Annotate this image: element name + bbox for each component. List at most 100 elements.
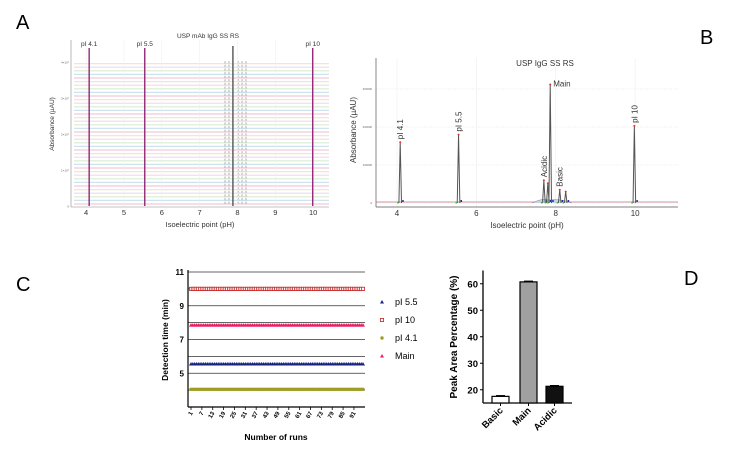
minor-peak xyxy=(240,186,244,190)
y-tick-label: 7 xyxy=(180,336,185,345)
minor-peak xyxy=(240,67,244,71)
minor-peak xyxy=(223,172,227,176)
legend-label: pI 10 xyxy=(395,315,415,325)
x-tick-label: 85 xyxy=(338,410,347,419)
minor-peak xyxy=(240,179,244,183)
minor-peak xyxy=(223,114,227,118)
panel-b-xlabel: Isoelectric point (pH) xyxy=(490,221,564,230)
minor-peak xyxy=(244,110,248,115)
minor-peak xyxy=(240,71,244,75)
minor-peak xyxy=(227,107,231,111)
minor-peak xyxy=(223,110,227,115)
y-tick-label: 30 xyxy=(467,359,478,370)
minor-peak xyxy=(244,150,248,154)
panel-label-b: B xyxy=(700,27,713,49)
minor-peak xyxy=(240,85,244,89)
peak-label: pI 4.1 xyxy=(396,119,405,140)
minor-peak xyxy=(223,146,227,151)
minor-peak xyxy=(240,139,244,143)
y-tick-label: 9 xyxy=(180,302,185,311)
minor-peak xyxy=(244,78,248,82)
peak-label: Main xyxy=(553,79,570,88)
data-point xyxy=(360,286,365,291)
peak-apex-marker xyxy=(549,83,552,86)
peak xyxy=(398,142,403,204)
minor-peak xyxy=(227,103,231,107)
minor-peak xyxy=(227,172,231,176)
minor-peak xyxy=(244,143,248,147)
minor-peak xyxy=(227,197,231,201)
minor-peak xyxy=(223,193,227,197)
panel-a-chart: USP mAb IgG SS RS Isoelectric point (pH)… xyxy=(49,33,329,229)
minor-peak xyxy=(223,132,227,136)
y-tick-label: 300000 xyxy=(363,87,373,91)
x-tick-label: Main xyxy=(511,405,534,428)
minor-peak xyxy=(244,128,248,133)
peak-label: pI 4.1 xyxy=(81,41,98,48)
panel-label-d: D xyxy=(684,268,698,290)
minor-peak xyxy=(223,190,227,194)
minor-peak xyxy=(227,85,231,89)
minor-peak xyxy=(227,136,231,140)
minor-peak xyxy=(227,154,231,158)
minor-peak xyxy=(244,197,248,201)
panel-c-ylabel: Detection time (min) xyxy=(160,299,170,381)
minor-peak xyxy=(240,168,244,172)
x-tick-label: 7 xyxy=(198,208,202,217)
minor-peak xyxy=(244,60,248,64)
x-tick-label: Acidic xyxy=(532,405,560,433)
peak-apex-marker xyxy=(546,182,549,185)
minor-peak xyxy=(227,200,231,205)
minor-peak xyxy=(223,118,227,122)
x-tick-label: 6 xyxy=(474,209,479,218)
minor-peak xyxy=(244,82,248,86)
peak xyxy=(456,134,461,204)
minor-peak xyxy=(244,125,248,129)
minor-peak xyxy=(223,164,227,169)
minor-peak xyxy=(223,107,227,111)
peak-start-marker xyxy=(540,202,543,204)
data-point xyxy=(361,323,365,327)
minor-peak xyxy=(223,200,227,205)
minor-peak xyxy=(244,67,248,71)
peak-start-marker xyxy=(397,202,399,204)
minor-peak xyxy=(240,164,244,169)
peak-end-marker xyxy=(561,200,564,202)
minor-peak xyxy=(240,146,244,151)
minor-peak xyxy=(227,82,231,86)
minor-peak xyxy=(244,64,248,68)
minor-peak xyxy=(227,157,231,161)
minor-peak xyxy=(223,121,227,125)
minor-peak xyxy=(227,128,231,133)
minor-peak xyxy=(223,96,227,100)
x-tick-label: 1 xyxy=(188,410,195,416)
x-tick-label: 19 xyxy=(219,410,228,419)
x-tick-label: 7 xyxy=(199,410,206,416)
minor-peak xyxy=(223,197,227,201)
y-tick-label: 0 xyxy=(370,201,372,205)
minor-peak xyxy=(244,107,248,111)
minor-peak xyxy=(240,125,244,129)
x-tick-label: 49 xyxy=(273,410,282,419)
minor-peak xyxy=(223,182,227,187)
minor-peak xyxy=(240,92,244,97)
legend-marker xyxy=(380,354,384,358)
x-tick-label: 31 xyxy=(241,410,250,419)
minor-peak xyxy=(227,143,231,147)
minor-peak xyxy=(227,114,231,118)
minor-peak xyxy=(223,150,227,154)
minor-peak xyxy=(240,96,244,100)
panel-b-chart: USP IgG SS RS Isoelectric point (pH) Abs… xyxy=(349,58,678,230)
peak-start-marker xyxy=(562,202,565,204)
minor-peak xyxy=(227,89,231,93)
minor-peak xyxy=(240,157,244,161)
panel-c-chart: Number of runs Detection time (min) 5791… xyxy=(160,268,418,442)
minor-peak xyxy=(240,78,244,82)
minor-peak xyxy=(244,200,248,205)
minor-peak xyxy=(240,197,244,201)
minor-peak xyxy=(240,175,244,179)
x-tick-label: 4 xyxy=(84,208,88,217)
minor-peak xyxy=(240,143,244,147)
minor-peak xyxy=(227,161,231,165)
minor-peak xyxy=(227,125,231,129)
